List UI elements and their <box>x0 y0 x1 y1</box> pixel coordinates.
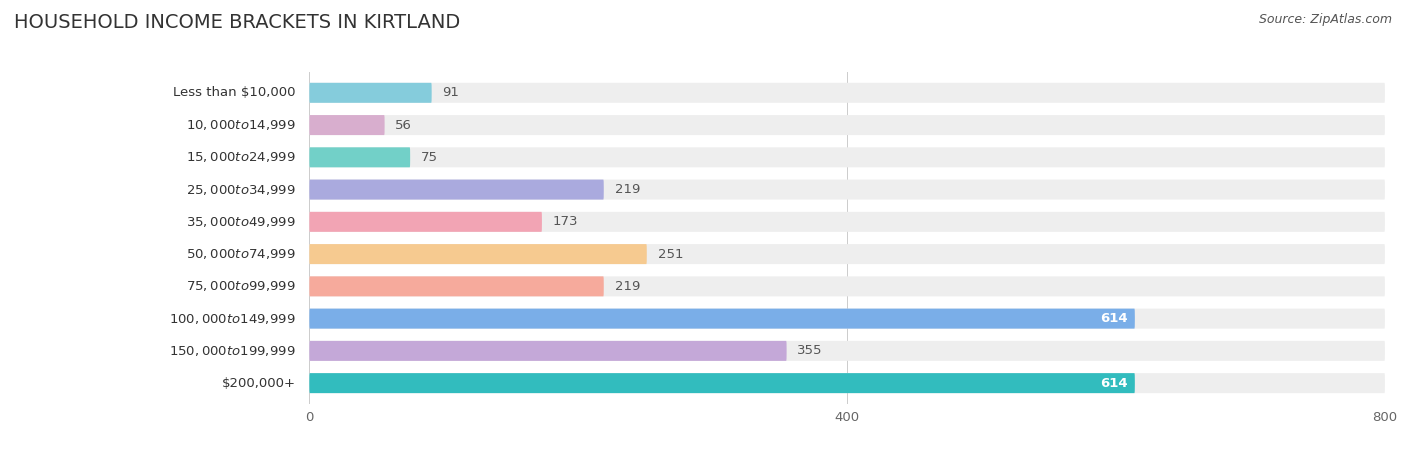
Text: $15,000 to $24,999: $15,000 to $24,999 <box>186 150 295 164</box>
FancyBboxPatch shape <box>309 83 432 103</box>
Text: HOUSEHOLD INCOME BRACKETS IN KIRTLAND: HOUSEHOLD INCOME BRACKETS IN KIRTLAND <box>14 13 460 32</box>
Text: 173: 173 <box>553 216 578 229</box>
Text: 219: 219 <box>614 183 640 196</box>
FancyBboxPatch shape <box>309 212 1385 232</box>
Text: 75: 75 <box>420 151 437 164</box>
FancyBboxPatch shape <box>309 115 385 135</box>
FancyBboxPatch shape <box>309 212 541 232</box>
Text: 56: 56 <box>395 119 412 132</box>
Text: Source: ZipAtlas.com: Source: ZipAtlas.com <box>1258 13 1392 26</box>
FancyBboxPatch shape <box>309 244 647 264</box>
FancyBboxPatch shape <box>309 276 1385 296</box>
Text: $35,000 to $49,999: $35,000 to $49,999 <box>186 215 295 229</box>
Text: Less than $10,000: Less than $10,000 <box>173 86 295 99</box>
FancyBboxPatch shape <box>309 373 1385 393</box>
FancyBboxPatch shape <box>309 244 1385 264</box>
Text: 219: 219 <box>614 280 640 293</box>
Text: $75,000 to $99,999: $75,000 to $99,999 <box>186 279 295 293</box>
Text: $150,000 to $199,999: $150,000 to $199,999 <box>169 344 295 358</box>
FancyBboxPatch shape <box>309 341 786 361</box>
FancyBboxPatch shape <box>309 180 1385 200</box>
FancyBboxPatch shape <box>309 147 411 167</box>
FancyBboxPatch shape <box>309 83 1385 103</box>
Text: $50,000 to $74,999: $50,000 to $74,999 <box>186 247 295 261</box>
FancyBboxPatch shape <box>309 115 1385 135</box>
Text: $10,000 to $14,999: $10,000 to $14,999 <box>186 118 295 132</box>
Text: 251: 251 <box>658 247 683 260</box>
Text: 355: 355 <box>797 344 823 357</box>
Text: $100,000 to $149,999: $100,000 to $149,999 <box>169 312 295 326</box>
FancyBboxPatch shape <box>309 373 1135 393</box>
FancyBboxPatch shape <box>309 180 603 200</box>
Text: 614: 614 <box>1101 377 1128 390</box>
FancyBboxPatch shape <box>309 276 603 296</box>
FancyBboxPatch shape <box>309 147 1385 167</box>
FancyBboxPatch shape <box>309 308 1135 329</box>
Text: 614: 614 <box>1101 312 1128 325</box>
Text: $200,000+: $200,000+ <box>222 377 295 390</box>
Text: 91: 91 <box>443 86 460 99</box>
FancyBboxPatch shape <box>309 341 1385 361</box>
FancyBboxPatch shape <box>309 308 1385 329</box>
Text: $25,000 to $34,999: $25,000 to $34,999 <box>186 183 295 197</box>
